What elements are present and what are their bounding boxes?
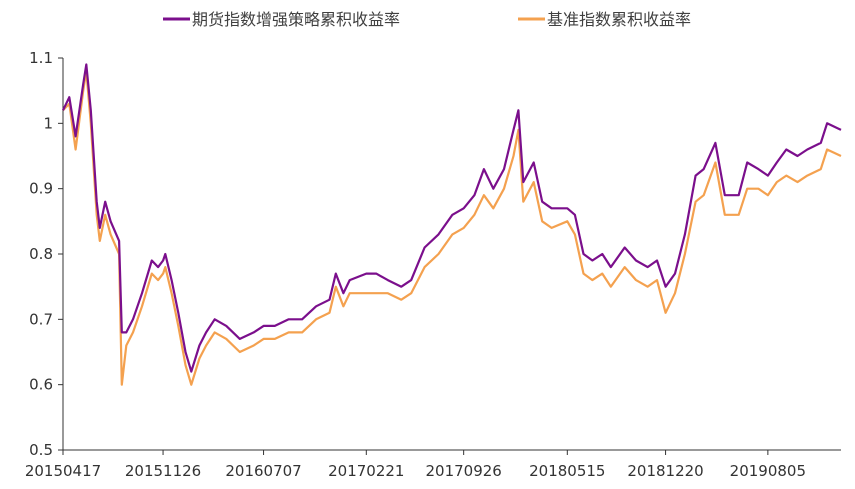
- y-tick-label: 1.1: [29, 49, 53, 67]
- x-tick-label: 20190805: [730, 462, 806, 480]
- x-tick-label: 20170221: [328, 462, 404, 480]
- x-tick-label: 20180515: [529, 462, 605, 480]
- y-tick-label: 0.6: [29, 376, 53, 394]
- x-tick-label: 20160707: [225, 462, 301, 480]
- axes: 0.5 0.6 0.7 0.8 0.9 1 1.1 20150417 20151126 20160…: [25, 49, 841, 480]
- y-tick-label: 0.7: [29, 310, 53, 328]
- series-line-strategy: [62, 63, 842, 373]
- x-tick-label: 20151126: [125, 462, 201, 480]
- series-line-benchmark: [62, 70, 842, 386]
- x-tick-label: 20150417: [25, 462, 101, 480]
- y-tick-label: 0.8: [29, 245, 53, 263]
- series-group: [62, 63, 842, 386]
- legend-label-strategy: 期货指数增强策略累积收益率: [192, 10, 400, 29]
- y-tick-label: 1: [43, 114, 53, 132]
- x-tick-label: 20170926: [425, 462, 501, 480]
- y-tick-label: 0.9: [29, 180, 53, 198]
- x-tick-label: 20181220: [627, 462, 703, 480]
- legend-label-benchmark: 基准指数累积收益率: [547, 10, 691, 29]
- y-tick-label: 0.5: [29, 441, 53, 459]
- legend: 期货指数增强策略累积收益率 基准指数累积收益率: [163, 10, 691, 29]
